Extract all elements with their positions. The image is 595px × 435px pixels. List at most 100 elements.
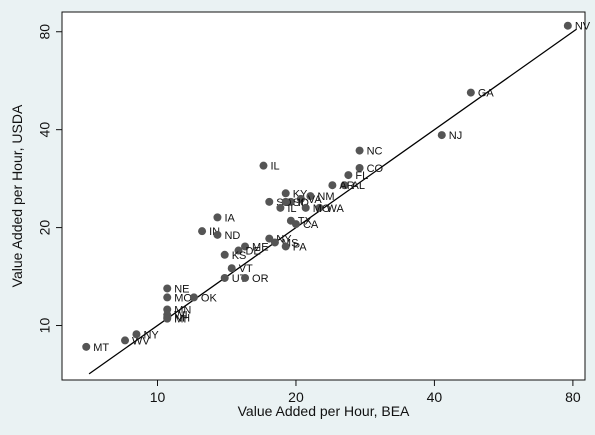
point-label: WV	[132, 335, 150, 347]
point-marker	[259, 161, 268, 170]
x-tick-label: 40	[427, 389, 443, 405]
data-point: MO	[301, 203, 331, 215]
point-marker	[163, 293, 172, 302]
point-marker	[227, 264, 236, 273]
point-label: ME	[252, 241, 269, 253]
point-marker	[301, 203, 310, 212]
point-label: WI	[174, 310, 187, 322]
data-point: NE	[163, 283, 190, 295]
point-marker	[220, 250, 229, 259]
point-label: OR	[252, 273, 269, 285]
point-label: ND	[224, 230, 240, 242]
point-label: MT	[93, 342, 109, 354]
data-point: NV	[563, 21, 591, 33]
point-label: MI	[174, 314, 186, 326]
point-label: NJ	[449, 130, 462, 142]
data-point: FL	[344, 170, 368, 182]
x-tick-label: 10	[150, 389, 166, 405]
point-marker	[355, 163, 364, 172]
point-marker	[213, 230, 222, 239]
point-label: CO	[367, 163, 384, 175]
point-marker	[213, 213, 222, 222]
point-marker	[241, 242, 250, 251]
point-label: IL	[287, 203, 296, 215]
data-point: GA	[466, 88, 495, 100]
point-marker	[281, 197, 290, 206]
point-label: NV	[575, 21, 591, 33]
data-point: AL	[340, 180, 365, 192]
data-point: WV	[121, 335, 150, 347]
point-label: GA	[478, 88, 495, 100]
point-marker	[563, 21, 572, 30]
point-label: KS	[232, 250, 247, 262]
point-marker	[291, 220, 300, 229]
point-marker	[82, 342, 91, 351]
data-point: CA	[291, 219, 319, 231]
point-label: TX	[298, 216, 313, 228]
x-axis-label: Value Added per Hour, BEA	[238, 403, 410, 419]
y-axis-ticks: 10 20 40 80	[37, 24, 62, 334]
point-marker	[296, 194, 305, 203]
point-label: NC	[367, 146, 383, 158]
data-point: KS	[220, 250, 247, 262]
plot-area	[61, 11, 586, 381]
point-marker	[328, 181, 337, 190]
point-label: MO	[313, 203, 331, 215]
data-point: ND	[213, 230, 240, 242]
point-marker	[132, 330, 141, 339]
point-marker	[198, 227, 207, 236]
point-label: AL	[351, 180, 364, 192]
point-marker	[344, 171, 353, 180]
point-marker	[265, 197, 274, 206]
point-marker	[340, 181, 349, 190]
point-label: ID	[298, 197, 309, 209]
data-point: NY	[265, 234, 292, 246]
data-points: NVGANJNCCOFLILALARKYNMVAIDSDSCWAMOILTXCA…	[82, 21, 591, 354]
point-label: VT	[239, 263, 253, 275]
data-point: IL	[259, 161, 280, 173]
data-point: DE	[234, 246, 261, 258]
point-marker	[281, 242, 290, 251]
point-marker	[189, 293, 198, 302]
point-marker	[234, 246, 243, 255]
data-point: OR	[241, 273, 269, 285]
point-marker	[121, 336, 130, 345]
y-tick-label: 40	[37, 122, 53, 138]
point-marker	[241, 273, 250, 282]
data-point: NM	[306, 191, 335, 203]
point-label: IA	[224, 212, 235, 224]
x-tick-label: 20	[288, 389, 304, 405]
point-marker	[270, 238, 279, 247]
data-point: AR	[328, 180, 355, 192]
data-point: MT	[82, 342, 109, 354]
point-label: PA	[293, 241, 308, 253]
point-label: IL	[270, 161, 279, 173]
data-point: PA	[281, 241, 308, 253]
point-marker	[220, 273, 229, 282]
data-point: WA	[315, 203, 344, 215]
point-label: OK	[201, 292, 218, 304]
data-point: CO	[355, 163, 384, 175]
point-marker	[281, 189, 290, 198]
point-marker	[466, 88, 475, 97]
y-tick-label: 80	[37, 24, 53, 40]
point-label: NY	[143, 329, 159, 341]
y-tick-label: 10	[37, 318, 53, 334]
point-label: CA	[303, 219, 319, 231]
point-label: NE	[174, 283, 189, 295]
point-label: NY	[276, 234, 292, 246]
point-marker	[437, 131, 446, 140]
point-marker	[315, 203, 324, 212]
x-tick-label: 80	[565, 389, 581, 405]
point-marker	[276, 203, 285, 212]
data-point: NY	[132, 329, 159, 341]
point-label: NM	[317, 191, 334, 203]
data-point: IL	[276, 203, 297, 215]
x-axis-ticks: 10 20 40 80	[150, 380, 581, 405]
point-marker	[306, 192, 315, 201]
point-marker	[163, 314, 172, 323]
point-marker	[163, 284, 172, 293]
point-label: MO	[174, 292, 192, 304]
data-point: ME	[241, 241, 269, 253]
